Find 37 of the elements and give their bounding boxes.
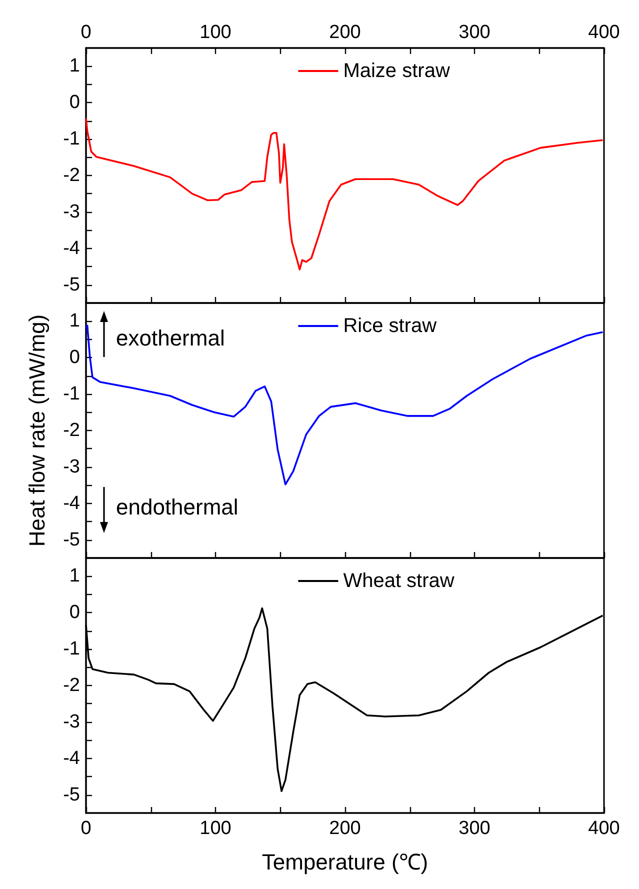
y-tick-label: -3: [63, 456, 80, 478]
legend-label: Wheat straw: [343, 570, 455, 592]
y-tick-label: 0: [69, 602, 80, 624]
y-tick-label: 1: [69, 310, 80, 332]
y-tick-label: -2: [63, 420, 80, 441]
x-tick-label: 300: [458, 818, 490, 839]
line-series: [85, 117, 604, 270]
x2-tick-label: 200: [329, 22, 361, 43]
y-tick-label: -1: [63, 638, 80, 660]
y-tick-label: -4: [63, 492, 80, 514]
y-tick-label: -3: [63, 201, 80, 222]
y-tick-label: -5: [63, 784, 80, 806]
y-tick-label: -5: [63, 274, 80, 296]
y-axis-title: Heat flow rate (mW/mg): [24, 314, 50, 547]
y-tick-label: 1: [69, 56, 80, 77]
legend-label: Maize straw: [343, 60, 450, 82]
y-tick-label: -2: [63, 165, 80, 186]
x-axis-title: Temperature (℃): [262, 850, 428, 874]
legend-label: Rice straw: [343, 315, 438, 337]
y-tick-label: -4: [63, 748, 80, 769]
y-tick-label: -1: [63, 384, 80, 405]
y-tick-label: 1: [69, 566, 80, 587]
y-tick-label: -4: [63, 238, 80, 259]
annotation: endothermal: [116, 494, 238, 520]
y-tick-label: 0: [69, 92, 80, 114]
y-tick-label: -1: [63, 128, 80, 150]
x-tick-label: 400: [588, 818, 620, 839]
y-tick-label: -2: [63, 675, 80, 696]
annotation: exothermal: [116, 326, 225, 350]
y-tick-label: 0: [69, 347, 80, 368]
x2-tick-label: 300: [458, 22, 490, 43]
y-tick-label: -5: [63, 529, 80, 550]
x2-tick-label: 100: [200, 22, 232, 43]
x2-tick-label: 400: [588, 22, 620, 43]
x-tick-label: 200: [329, 818, 361, 839]
y-tick-label: -3: [63, 711, 80, 732]
x-tick-label: 100: [200, 818, 232, 839]
